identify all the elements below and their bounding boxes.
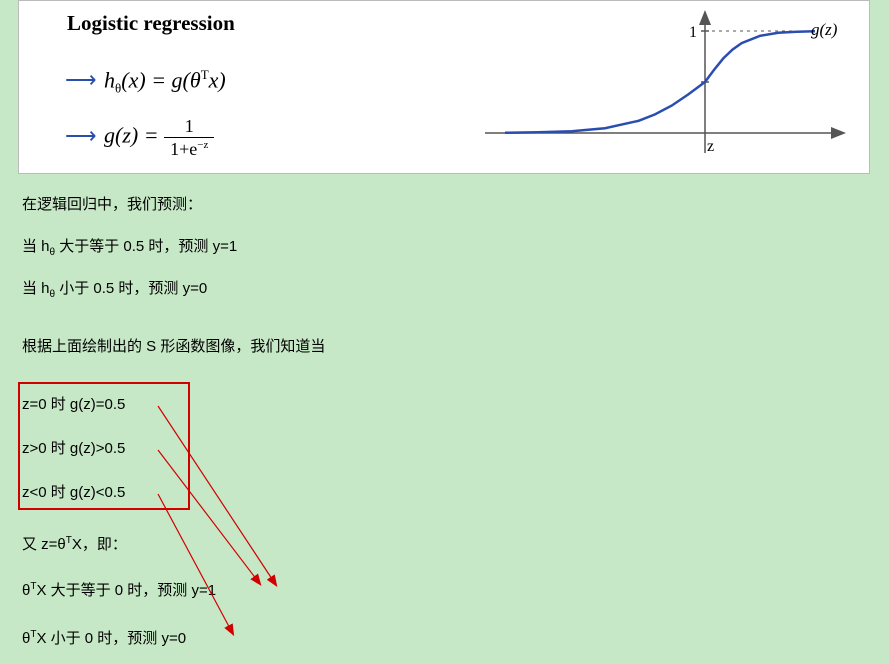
y-tick-1: 1 xyxy=(689,24,697,41)
l9-b: X 大于等于 0 时，预测 y=1 xyxy=(36,582,216,599)
eq2-num: 1 xyxy=(164,117,214,137)
eq1-T-sup: T xyxy=(201,67,209,82)
l8-a: 又 z=θ xyxy=(22,536,66,553)
x-axis-label: z xyxy=(707,138,714,155)
l8-b: X，即： xyxy=(72,536,127,553)
equation-2: ⟶ g(z) = 1 1+e−z xyxy=(65,117,214,158)
eq2-lhs: g(z) = xyxy=(104,123,159,148)
text-line-9: θTX 大于等于 0 时，预测 y=1 xyxy=(22,580,216,601)
curve-label: g(z) xyxy=(811,20,838,39)
text-line-3: 当 hθ 小于 0.5 时，预测 y=0 xyxy=(22,278,207,302)
eq2-fraction: 1 1+e−z xyxy=(164,117,214,158)
highlight-box xyxy=(18,382,190,510)
text-line-1: 在逻辑回归中，我们预测： xyxy=(22,194,202,215)
text-line-2: 当 hθ 大于等于 0.5 时，预测 y=1 xyxy=(22,236,237,260)
slide-panel: Logistic regression ⟶ hθ(x) = g(θTx) ⟶ g… xyxy=(18,0,870,174)
equation-1: ⟶ hθ(x) = g(θTx) xyxy=(65,67,226,97)
text-line-8: 又 z=θTX，即： xyxy=(22,534,127,555)
text-line-4: 根据上面绘制出的 S 形函数图像，我们知道当 xyxy=(22,336,325,357)
l3-b: 小于 0.5 时，预测 y=0 xyxy=(55,280,207,297)
eq2-den: 1+e−z xyxy=(164,137,214,158)
eq2-den-exp: −z xyxy=(197,139,208,151)
eq1-tail: x) xyxy=(209,67,226,92)
l3-a: 当 h xyxy=(22,280,50,297)
l2-b: 大于等于 0.5 时，预测 y=1 xyxy=(55,238,237,255)
eq1-h: h xyxy=(104,67,115,92)
slide-title: Logistic regression xyxy=(67,11,235,36)
text-line-10: θTX 小于 0 时，预测 y=0 xyxy=(22,628,186,649)
eq2-den-base: 1+e xyxy=(170,139,197,159)
eq1-mid: (x) = g(θ xyxy=(121,67,200,92)
l10-b: X 小于 0 时，预测 y=0 xyxy=(36,630,186,647)
sigmoid-chart: 1 z g(z) xyxy=(475,5,855,165)
sigmoid-svg: 1 z g(z) xyxy=(475,5,855,165)
arrow-icon: ⟶ xyxy=(65,67,97,92)
arrow-icon: ⟶ xyxy=(65,123,97,148)
l2-a: 当 h xyxy=(22,238,50,255)
